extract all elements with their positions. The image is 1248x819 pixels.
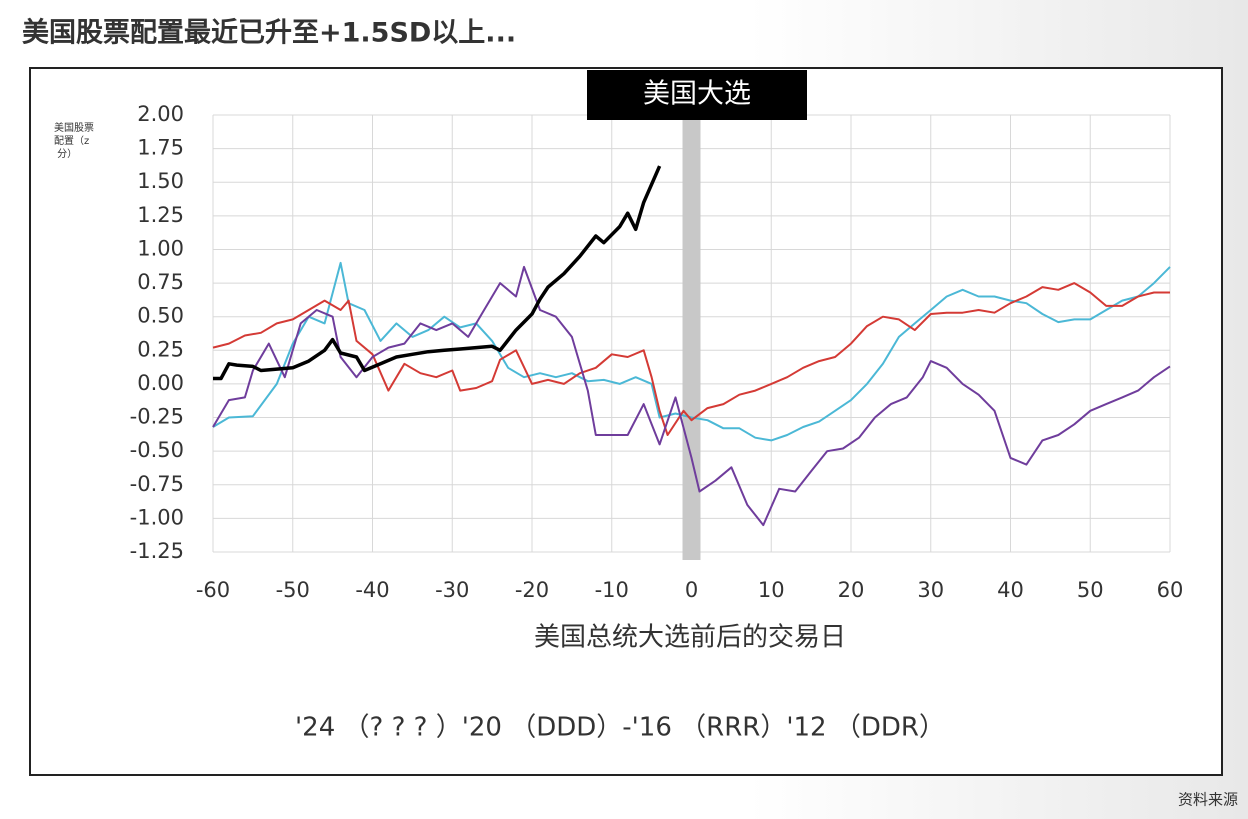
y-tick-label: 1.50 — [137, 169, 184, 193]
source: 资料来源 — [1178, 791, 1238, 809]
x-tick-label: -60 — [196, 578, 230, 602]
x-tick-label: 0 — [685, 578, 698, 602]
annotation: 美国大选 — [643, 79, 751, 110]
x-tick-label: -50 — [276, 578, 310, 602]
frame — [29, 67, 1223, 776]
y-tick-label: -0.50 — [130, 438, 184, 462]
y-tick-label: 0.25 — [137, 337, 184, 361]
x-tick-label: 40 — [997, 578, 1024, 602]
y-tick-label: -0.25 — [130, 405, 184, 429]
y-tick-label: 0.75 — [137, 270, 184, 294]
y-tick-label: 0.50 — [137, 304, 184, 328]
y-tick-label: 1.75 — [137, 136, 184, 160]
x-tick-label: 50 — [1077, 578, 1104, 602]
chart-title: 美国股票配置最近已升至+1.5SD以上... — [22, 17, 516, 49]
y-tick-label: 0.00 — [137, 371, 184, 395]
x-tick-label: -10 — [595, 578, 629, 602]
legend-text: '24 （? ? ? ）'20 （DDD）-'16 （RRR）'12 （DDR） — [295, 713, 945, 743]
series-line — [212, 282, 1170, 436]
y-tick-label: 1.00 — [137, 236, 184, 260]
x-tick-label: 60 — [1157, 578, 1184, 602]
election-band — [682, 115, 701, 560]
x-tick-label: -20 — [515, 578, 549, 602]
x-tick-label: 20 — [838, 578, 865, 602]
annotation-box — [587, 70, 807, 120]
series-line — [212, 261, 1171, 442]
y-tick-label: 2.00 — [137, 102, 184, 126]
y-tick-label: -1.00 — [130, 505, 184, 529]
y-tick-label: -0.75 — [130, 472, 184, 496]
x-tick-label: -40 — [355, 578, 389, 602]
series-line — [213, 165, 662, 381]
y-tick-label: -1.25 — [130, 539, 184, 563]
y-axis-label: 美国股票配置（z 分） — [54, 121, 94, 160]
x-tick-label: 30 — [917, 578, 944, 602]
x-tick-label: 10 — [758, 578, 785, 602]
x-axis-label: 美国总统大选前后的交易日 — [534, 623, 846, 653]
x-tick-label: -30 — [435, 578, 469, 602]
y-tick-label: 1.25 — [137, 203, 184, 227]
